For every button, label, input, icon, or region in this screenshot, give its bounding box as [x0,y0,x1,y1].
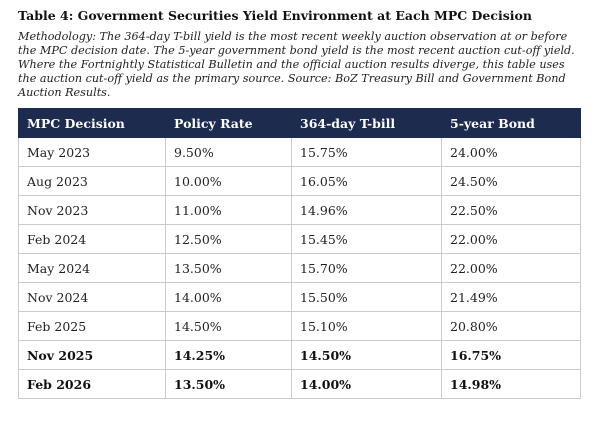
cell-policy-rate: 9.50% [165,137,292,167]
header-mpc-decision: MPC Decision [18,108,166,138]
cell-364-day-tbill: 16.05% [291,166,442,196]
table-row: Feb 2024 12.50% 15.45% 22.00% [18,224,581,254]
cell-mpc-decision: Nov 2023 [18,195,166,225]
methodology-note: Methodology: The 364-day T-bill yield is… [18,30,575,99]
cell-5-year-bond: 21.49% [441,282,581,312]
cell-mpc-decision: May 2023 [18,137,166,167]
cell-policy-rate: 13.50% [165,253,292,283]
cell-5-year-bond: 16.75% [441,340,581,370]
cell-policy-rate: 10.00% [165,166,292,196]
table-header: MPC Decision Policy Rate 364-day T-bill … [18,108,581,138]
cell-mpc-decision: Nov 2025 [18,340,166,370]
cell-5-year-bond: 24.00% [441,137,581,167]
header-364-day-tbill: 364-day T-bill [291,108,442,138]
cell-5-year-bond: 14.98% [441,369,581,399]
cell-5-year-bond: 22.00% [441,253,581,283]
header-5-year-bond: 5-year Bond [441,108,581,138]
cell-364-day-tbill: 15.75% [291,137,442,167]
cell-364-day-tbill: 15.70% [291,253,442,283]
cell-364-day-tbill: 14.50% [291,340,442,370]
header-policy-rate: Policy Rate [165,108,292,138]
cell-364-day-tbill: 14.00% [291,369,442,399]
document-section: Table 4: Government Securities Yield Env… [18,8,581,399]
cell-5-year-bond: 22.50% [441,195,581,225]
cell-364-day-tbill: 14.96% [291,195,442,225]
table-row: May 2023 9.50% 15.75% 24.00% [18,137,581,167]
cell-364-day-tbill: 15.10% [291,311,442,341]
cell-policy-rate: 11.00% [165,195,292,225]
table-row: Aug 2023 10.00% 16.05% 24.50% [18,166,581,196]
cell-364-day-tbill: 15.50% [291,282,442,312]
header-row: MPC Decision Policy Rate 364-day T-bill … [18,108,581,138]
cell-policy-rate: 14.25% [165,340,292,370]
table-row: Feb 2025 14.50% 15.10% 20.80% [18,311,581,341]
cell-mpc-decision: Feb 2025 [18,311,166,341]
cell-364-day-tbill: 15.45% [291,224,442,254]
cell-mpc-decision: Feb 2024 [18,224,166,254]
yield-table: MPC Decision Policy Rate 364-day T-bill … [18,108,581,399]
table-title: Table 4: Government Securities Yield Env… [18,8,532,23]
table-row: Nov 2024 14.00% 15.50% 21.49% [18,282,581,312]
cell-5-year-bond: 22.00% [441,224,581,254]
table-row: Nov 2025 14.25% 14.50% 16.75% [18,340,581,370]
table-row: May 2024 13.50% 15.70% 22.00% [18,253,581,283]
cell-policy-rate: 14.50% [165,311,292,341]
table-row: Feb 2026 13.50% 14.00% 14.98% [18,369,581,399]
cell-mpc-decision: Nov 2024 [18,282,166,312]
cell-5-year-bond: 24.50% [441,166,581,196]
cell-policy-rate: 14.00% [165,282,292,312]
cell-policy-rate: 13.50% [165,369,292,399]
table-row: Nov 2023 11.00% 14.96% 22.50% [18,195,581,225]
cell-mpc-decision: May 2024 [18,253,166,283]
cell-5-year-bond: 20.80% [441,311,581,341]
cell-mpc-decision: Feb 2026 [18,369,166,399]
cell-mpc-decision: Aug 2023 [18,166,166,196]
table-body: May 2023 9.50% 15.75% 24.00% Aug 2023 10… [18,137,581,399]
cell-policy-rate: 12.50% [165,224,292,254]
